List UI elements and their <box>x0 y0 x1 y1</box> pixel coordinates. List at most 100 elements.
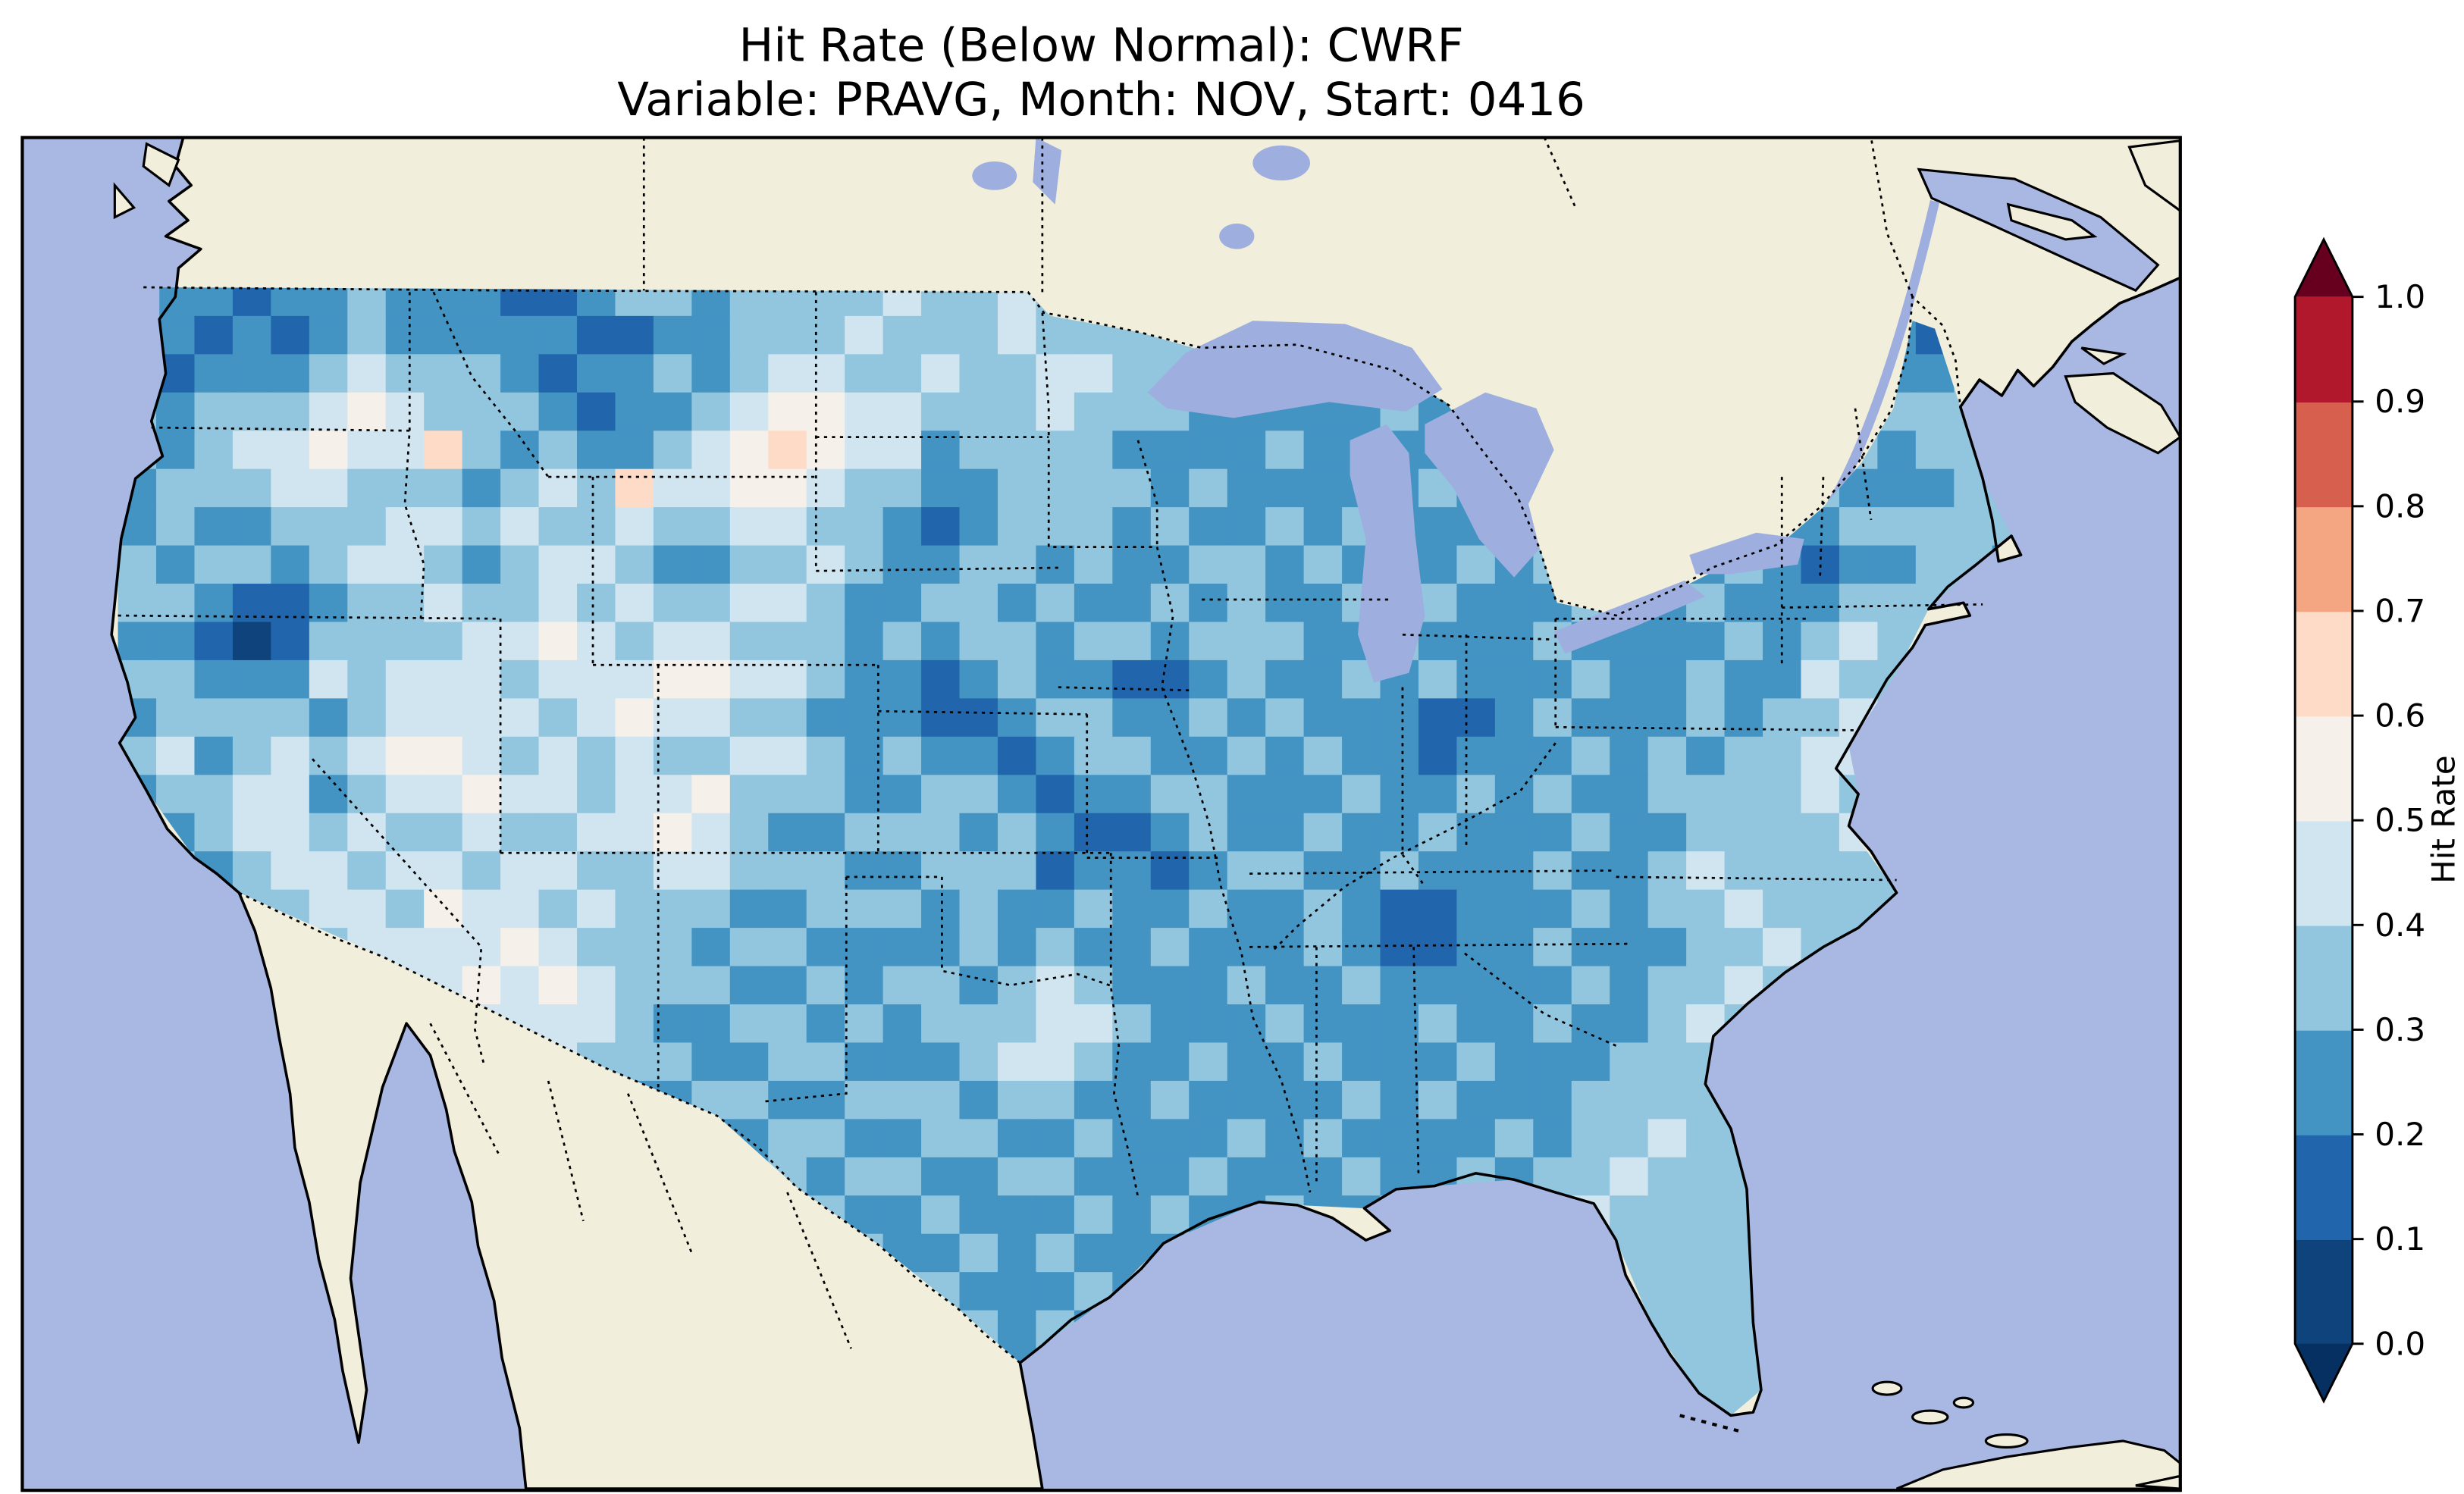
mexico-state-borders <box>429 1023 852 1349</box>
heatmap-cell <box>1112 545 1152 585</box>
heatmap-cell <box>729 966 770 1006</box>
heatmap-cell <box>1801 584 1840 623</box>
heatmap-cell <box>1456 813 1496 853</box>
heatmap-cell <box>921 813 961 853</box>
heatmap-cell <box>1686 1272 1726 1311</box>
heatmap-cell <box>1189 622 1228 661</box>
heatmap-cell <box>653 775 693 814</box>
colorbar-segment <box>2295 925 2353 1031</box>
heatmap-cell <box>997 1004 1037 1044</box>
heatmap-cell <box>1074 775 1114 814</box>
heatmap-cell <box>1189 584 1228 623</box>
heatmap-cell <box>118 584 158 623</box>
heatmap-cell <box>1150 775 1190 814</box>
heatmap-cell <box>768 622 807 661</box>
heatmap-cell <box>1647 1004 1688 1044</box>
heatmap-cell <box>1342 698 1381 738</box>
heatmap-cell <box>729 889 770 929</box>
heatmap-cell <box>271 287 310 317</box>
heatmap-cell <box>1494 698 1535 738</box>
heatmap-cell <box>921 584 961 623</box>
heatmap-cell <box>845 1157 884 1197</box>
heatmap-cell <box>615 928 654 967</box>
heatmap-cell <box>1571 736 1611 776</box>
heatmap-cell <box>1877 468 1917 509</box>
heatmap-cell <box>1342 775 1381 814</box>
heatmap-cell <box>959 889 999 929</box>
heatmap-cell <box>1686 813 1726 853</box>
heatmap-cell <box>576 468 616 509</box>
figure-title-line1: Hit Rate (Below Normal): CWRF <box>739 19 1464 73</box>
colorbar-tick-label: 0.8 <box>2375 487 2425 525</box>
heatmap-cell <box>1074 1042 1114 1082</box>
map-frame <box>20 136 2182 1492</box>
heatmap-cell <box>615 431 654 470</box>
heatmap-cell <box>462 775 502 814</box>
heatmap-cell <box>729 1042 770 1082</box>
heatmap-cell <box>806 584 846 623</box>
heatmap-cell <box>1112 928 1152 967</box>
heatmap-cell <box>959 315 999 355</box>
heatmap-cell <box>768 966 807 1006</box>
heatmap-cell <box>1686 622 1726 661</box>
heatmap-cell <box>347 468 387 509</box>
heatmap-cell <box>615 622 654 661</box>
heatmap-cell <box>959 966 999 1006</box>
heatmap-cell <box>845 1119 884 1158</box>
heatmap-cell <box>806 315 846 355</box>
heatmap-cell <box>653 287 693 317</box>
heatmap-cell <box>882 659 923 700</box>
heatmap-cell <box>1571 1157 1611 1197</box>
heatmap-cell <box>271 468 310 509</box>
heatmap-cell <box>882 813 923 853</box>
heatmap-cell <box>921 315 961 355</box>
heatmap-cell <box>1647 966 1688 1006</box>
state-border-ne-ks <box>878 709 1087 716</box>
heatmap-cell <box>997 1042 1037 1082</box>
heatmap-cell <box>1686 659 1726 700</box>
heatmap-cell <box>1380 813 1420 853</box>
heatmap-cell <box>1342 1042 1381 1082</box>
heatmap-cell <box>1074 736 1114 776</box>
heatmap-cell <box>1647 775 1688 814</box>
heatmap-cell <box>1380 736 1420 776</box>
heatmap-cell <box>959 392 999 432</box>
heatmap-cell <box>309 431 349 470</box>
heatmap-cell <box>1686 1119 1726 1158</box>
heatmap-cell <box>232 813 272 853</box>
heatmap-cell <box>1610 1195 1649 1235</box>
heatmap-cell <box>806 468 846 509</box>
heatmap-cell <box>806 851 846 891</box>
heatmap-cell <box>424 315 463 355</box>
heatmap-cell <box>1647 1272 1688 1311</box>
heatmap-cell <box>997 775 1037 814</box>
heatmap-cell <box>921 1119 961 1158</box>
heatmap-cell <box>997 698 1037 738</box>
heatmap-cell <box>576 507 616 547</box>
heatmap-cell <box>882 928 923 967</box>
heatmap-cell <box>1342 1004 1381 1044</box>
heatmap-cell <box>194 698 234 738</box>
map-panel <box>22 137 2180 1491</box>
heatmap-cell <box>845 507 884 547</box>
heatmap-cell <box>997 1157 1037 1197</box>
heatmap-cell <box>1036 1004 1075 1044</box>
heatmap-cell <box>1342 889 1381 929</box>
heatmap-cell <box>385 431 425 470</box>
heatmap-cell <box>921 1233 961 1273</box>
heatmap-cell <box>538 584 578 623</box>
heatmap-cell <box>1801 813 1840 853</box>
heatmap-cell <box>1801 659 1840 700</box>
heatmap-cell <box>845 315 884 355</box>
heatmap-cell <box>959 813 999 853</box>
heatmap-cell <box>424 545 463 585</box>
vancouver-island <box>142 142 180 187</box>
heatmap-cell <box>462 584 502 623</box>
heatmap-cell <box>385 813 425 853</box>
heatmap-cell <box>806 813 846 853</box>
heatmap-cell <box>1877 584 1917 623</box>
heatmap-cell <box>424 736 463 776</box>
heatmap-cell <box>500 698 540 738</box>
lake-ontario <box>1689 532 1804 575</box>
heatmap-cell <box>1112 1119 1152 1158</box>
